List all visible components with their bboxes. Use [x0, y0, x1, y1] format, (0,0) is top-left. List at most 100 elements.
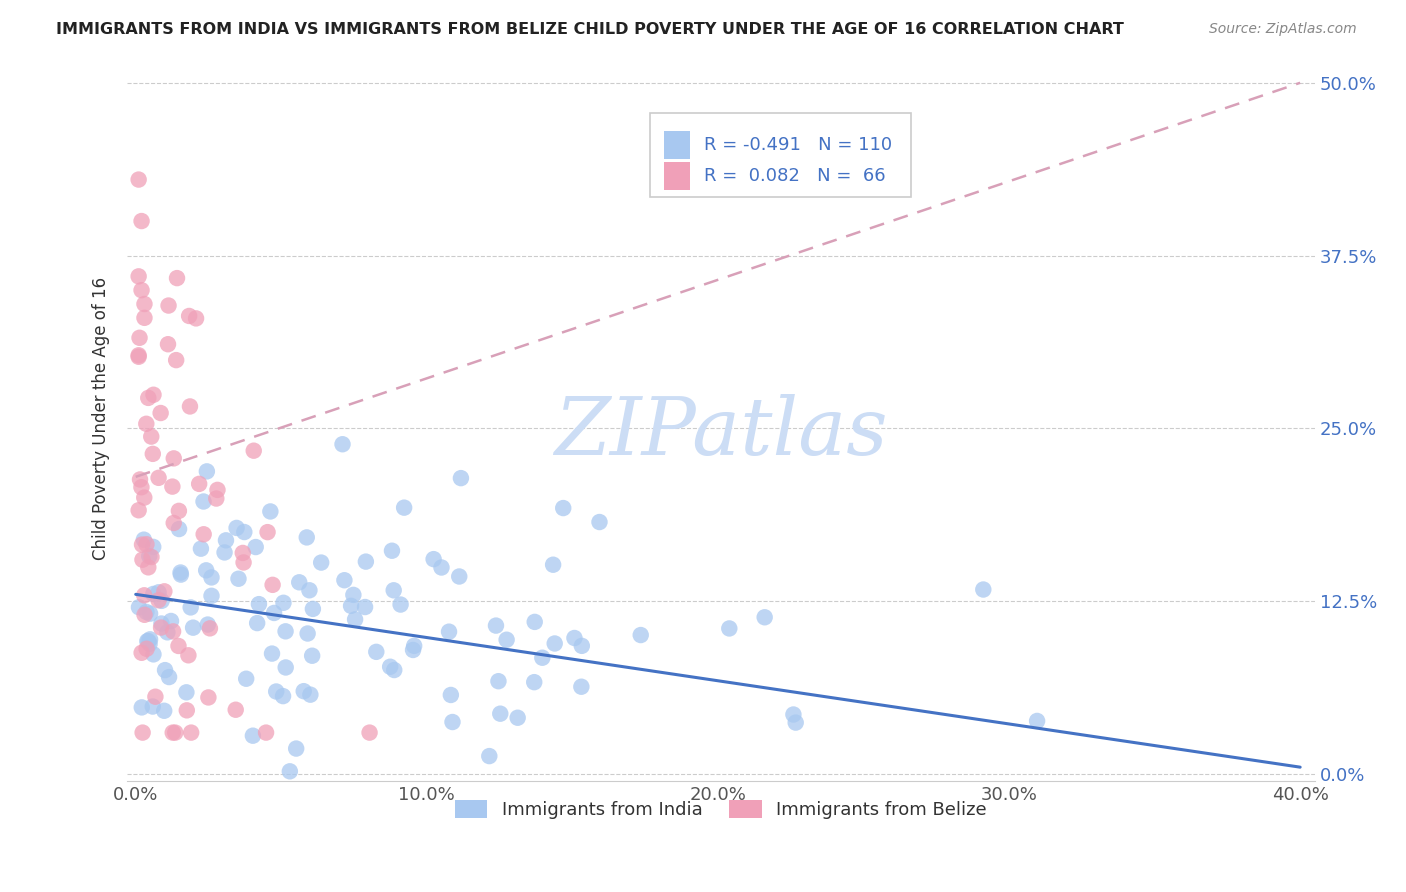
- Point: [131, 646, 153, 660]
- Point: [309, 556, 332, 570]
- Point: [156, 625, 179, 640]
- Point: [274, 624, 297, 639]
- Point: [135, 537, 157, 551]
- Point: [195, 464, 218, 478]
- Point: [129, 473, 152, 487]
- Point: [188, 476, 211, 491]
- Point: [544, 636, 567, 650]
- Point: [242, 729, 264, 743]
- Point: [193, 494, 215, 508]
- Point: [131, 480, 153, 494]
- Point: [134, 310, 156, 325]
- Point: [366, 645, 388, 659]
- Point: [225, 521, 247, 535]
- Point: [141, 549, 163, 564]
- Point: [139, 632, 162, 647]
- Point: [260, 647, 283, 661]
- Point: [630, 628, 652, 642]
- Point: [302, 602, 325, 616]
- Point: [782, 707, 804, 722]
- Point: [389, 598, 412, 612]
- Point: [197, 617, 219, 632]
- Point: [142, 648, 165, 662]
- Point: [489, 706, 512, 721]
- Point: [132, 533, 155, 547]
- Point: [450, 471, 472, 485]
- Point: [167, 639, 190, 653]
- Point: [153, 704, 176, 718]
- Point: [232, 546, 254, 560]
- Point: [181, 621, 204, 635]
- Point: [288, 575, 311, 590]
- Point: [128, 600, 150, 615]
- Point: [273, 596, 295, 610]
- Point: [131, 700, 153, 714]
- Point: [488, 674, 510, 689]
- Point: [523, 615, 546, 629]
- Point: [262, 578, 284, 592]
- Point: [184, 311, 207, 326]
- Point: [135, 417, 157, 431]
- Point: [160, 614, 183, 628]
- Point: [136, 391, 159, 405]
- Point: [128, 172, 150, 186]
- Point: [344, 612, 367, 626]
- Point: [156, 337, 179, 351]
- Point: [167, 504, 190, 518]
- Point: [190, 541, 212, 556]
- Point: [150, 616, 173, 631]
- Point: [245, 540, 267, 554]
- Point: [553, 501, 575, 516]
- Point: [141, 429, 163, 443]
- Point: [153, 584, 176, 599]
- Point: [523, 675, 546, 690]
- Point: [274, 660, 297, 674]
- Point: [972, 582, 994, 597]
- Point: [242, 443, 264, 458]
- Point: [134, 297, 156, 311]
- Text: IMMIGRANTS FROM INDIA VS IMMIGRANTS FROM BELIZE CHILD POVERTY UNDER THE AGE OF 1: IMMIGRANTS FROM INDIA VS IMMIGRANTS FROM…: [56, 22, 1125, 37]
- Point: [718, 622, 741, 636]
- Point: [359, 725, 381, 739]
- Point: [162, 624, 184, 639]
- Point: [541, 558, 564, 572]
- Point: [437, 624, 460, 639]
- Point: [354, 600, 377, 615]
- Point: [148, 593, 170, 607]
- Text: R = -0.491   N = 110: R = -0.491 N = 110: [704, 136, 893, 154]
- Point: [150, 621, 173, 635]
- Point: [354, 555, 377, 569]
- Point: [588, 515, 610, 529]
- Point: [228, 572, 250, 586]
- Point: [754, 610, 776, 624]
- Point: [342, 588, 364, 602]
- Point: [131, 538, 153, 552]
- Point: [138, 549, 160, 563]
- Point: [247, 597, 270, 611]
- Point: [441, 714, 464, 729]
- Point: [138, 634, 160, 648]
- Y-axis label: Child Poverty Under the Age of 16: Child Poverty Under the Age of 16: [93, 277, 110, 559]
- Point: [149, 406, 172, 420]
- Point: [128, 269, 150, 284]
- Legend: Immigrants from India, Immigrants from Belize: Immigrants from India, Immigrants from B…: [447, 793, 994, 826]
- Point: [295, 530, 318, 544]
- Point: [134, 588, 156, 602]
- Point: [564, 631, 586, 645]
- Point: [165, 353, 187, 368]
- Point: [235, 672, 257, 686]
- Point: [135, 605, 157, 619]
- Point: [569, 680, 592, 694]
- Point: [136, 634, 159, 648]
- Point: [157, 670, 180, 684]
- Point: [246, 616, 269, 631]
- Point: [128, 331, 150, 345]
- Point: [169, 566, 191, 580]
- Point: [162, 725, 184, 739]
- Point: [225, 703, 247, 717]
- Point: [378, 659, 401, 673]
- Point: [298, 583, 321, 598]
- Point: [142, 540, 165, 554]
- Point: [193, 527, 215, 541]
- Point: [254, 725, 277, 739]
